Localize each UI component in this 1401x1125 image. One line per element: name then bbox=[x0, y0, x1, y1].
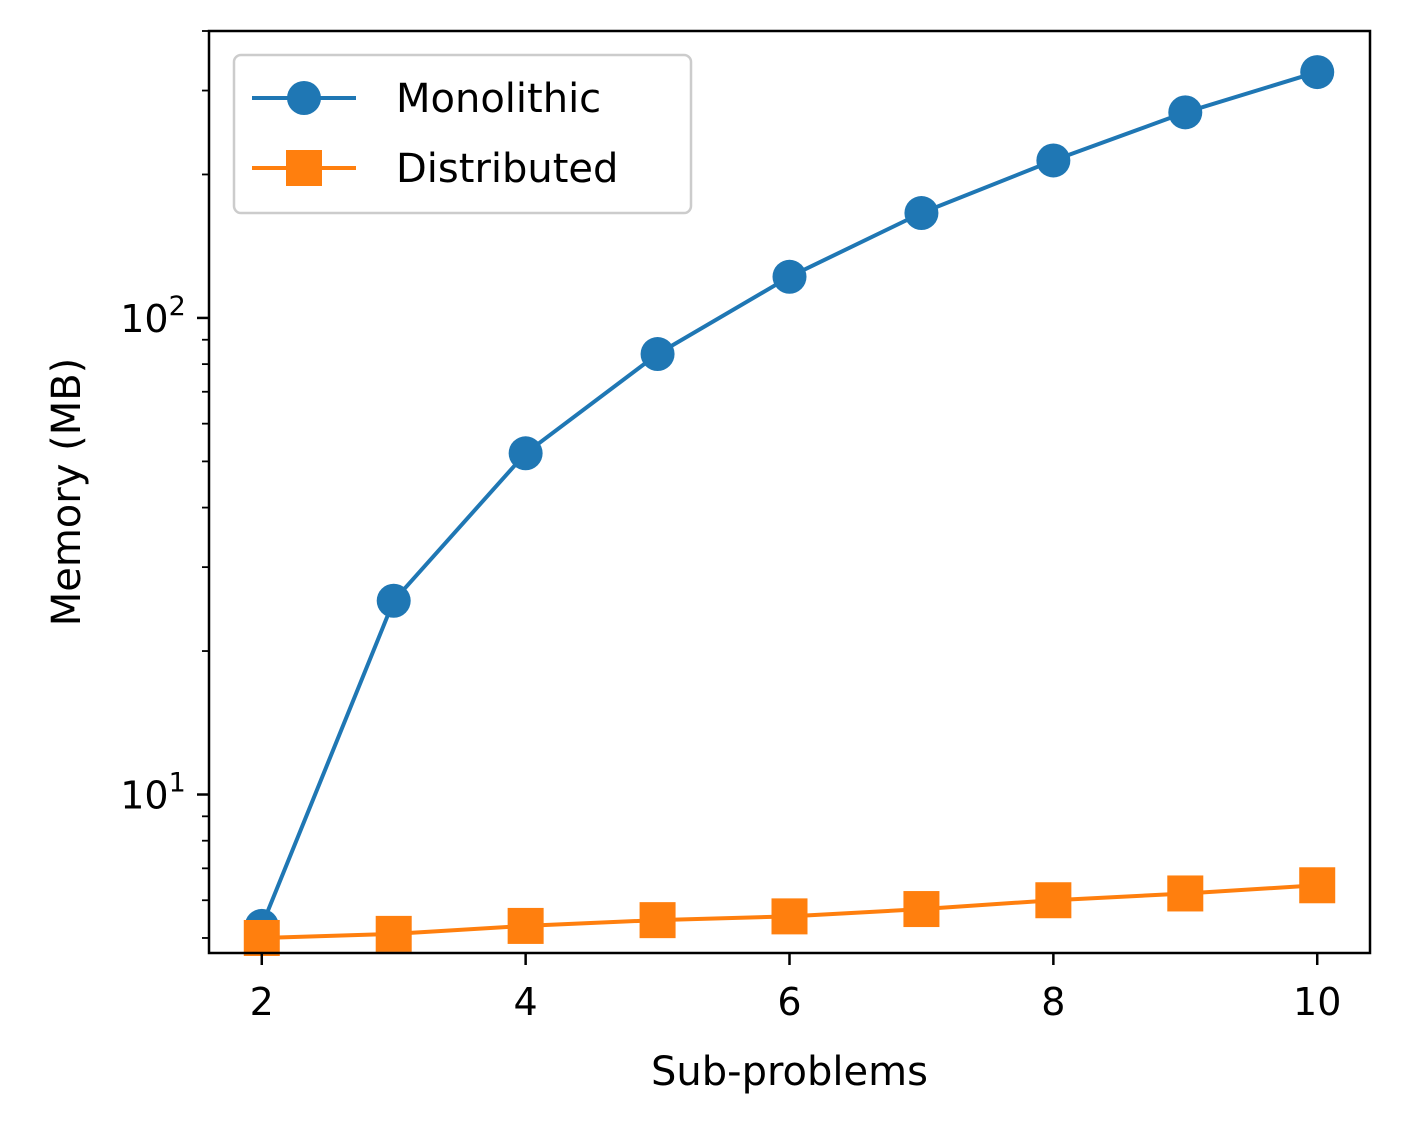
legend: Monolithic Distributed bbox=[232, 53, 693, 215]
x-tick-label: 6 bbox=[777, 980, 801, 1024]
data-point bbox=[639, 902, 676, 939]
data-point bbox=[375, 915, 412, 952]
legend-marker-square bbox=[286, 150, 322, 186]
legend-label: Distributed bbox=[396, 146, 618, 192]
series-layer bbox=[243, 55, 1336, 956]
x-tick-label: 10 bbox=[1293, 980, 1341, 1024]
data-point bbox=[640, 337, 675, 372]
x-axis-label: Sub-problems bbox=[651, 1049, 928, 1095]
series-distributed bbox=[243, 867, 1336, 956]
data-point bbox=[1300, 55, 1335, 90]
data-point bbox=[1299, 867, 1336, 904]
data-point bbox=[904, 196, 939, 231]
data-point bbox=[1035, 882, 1072, 919]
x-tick-label: 8 bbox=[1041, 980, 1065, 1024]
x-tick-label: 2 bbox=[250, 980, 274, 1024]
y-tick-label-base: 10 bbox=[120, 297, 168, 341]
data-point bbox=[771, 898, 808, 935]
legend-entry-distributed: Distributed bbox=[252, 146, 618, 192]
data-point bbox=[772, 259, 807, 294]
x-axis: 2 4 6 8 10 bbox=[250, 953, 1341, 1024]
data-point bbox=[508, 436, 543, 471]
y-tick-label-base: 10 bbox=[120, 774, 168, 818]
data-point bbox=[1036, 143, 1071, 178]
data-point bbox=[1167, 875, 1204, 912]
series-monolithic bbox=[244, 55, 1335, 943]
legend-box bbox=[232, 53, 693, 215]
y-tick-label: 102 bbox=[120, 291, 186, 341]
data-point bbox=[1168, 95, 1203, 130]
legend-label: Monolithic bbox=[396, 76, 601, 122]
y-tick-label: 101 bbox=[120, 768, 186, 818]
legend-marker-circle bbox=[287, 81, 321, 115]
data-point bbox=[903, 891, 940, 928]
y-axis-label: Memory (MB) bbox=[44, 358, 90, 627]
data-point bbox=[507, 907, 544, 944]
x-tick-label: 4 bbox=[514, 980, 538, 1024]
y-tick-label-exponent: 2 bbox=[169, 291, 186, 322]
data-point bbox=[243, 919, 280, 956]
y-tick-label-exponent: 1 bbox=[169, 768, 186, 799]
data-point bbox=[376, 583, 411, 618]
legend-entry-monolithic: Monolithic bbox=[252, 76, 601, 122]
